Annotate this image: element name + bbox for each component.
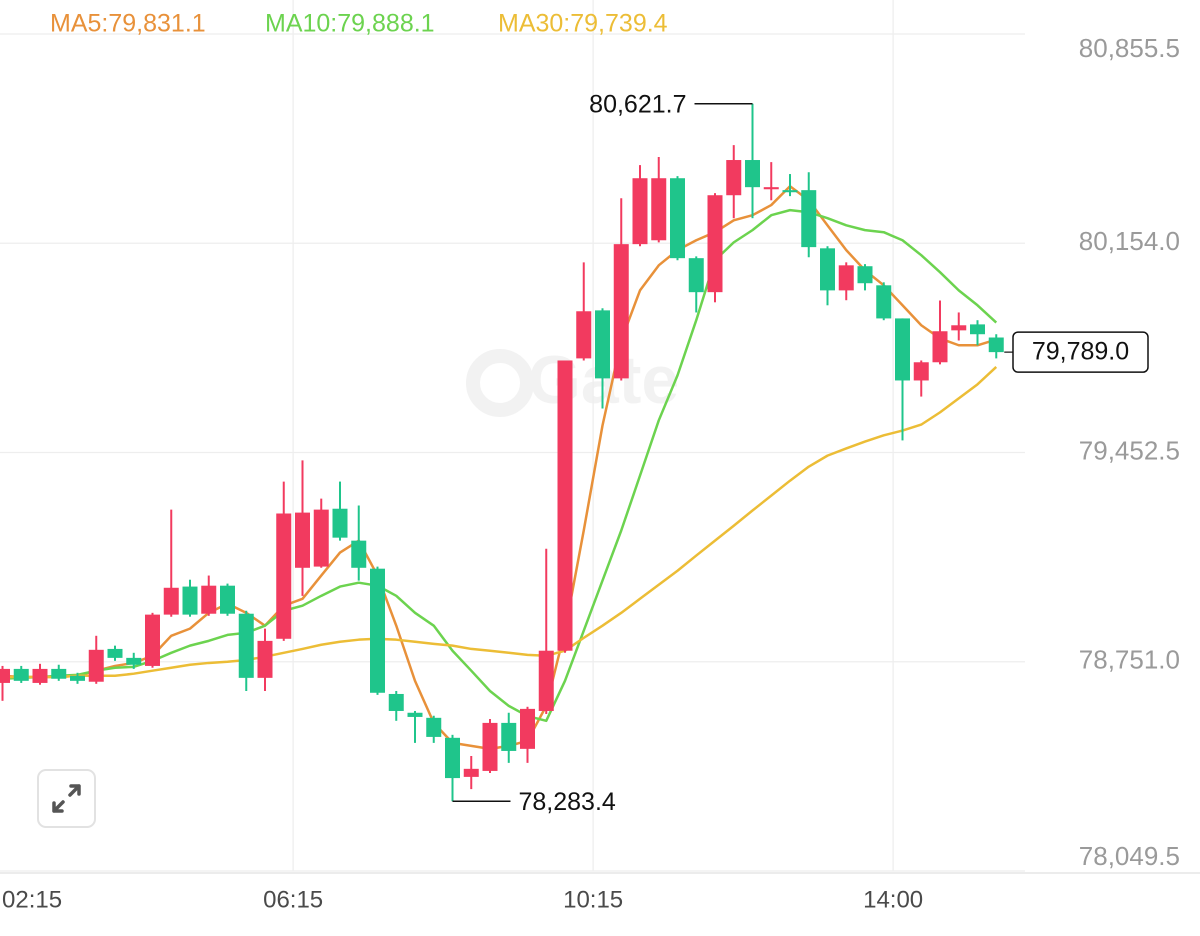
min-label: 78,283.4 xyxy=(519,788,616,816)
candle-body xyxy=(238,613,254,678)
y-tick-label: 78,049.5 xyxy=(1079,841,1180,871)
x-tick-label: 02:15 xyxy=(2,886,62,913)
ma-layer xyxy=(2,185,998,751)
candle-body xyxy=(632,178,648,245)
annotation-layer: MA5:79,831.1 MA10:79,888.1 MA30:79,739.4 80… xyxy=(50,10,1149,816)
candle-body xyxy=(857,266,873,284)
candle-body xyxy=(388,693,404,711)
watermark-logo xyxy=(466,349,534,417)
x-tick-label: 06:15 xyxy=(263,886,323,913)
candle-body xyxy=(145,614,160,666)
candle-body xyxy=(557,360,573,651)
candle-body xyxy=(370,568,385,693)
candle-body xyxy=(126,657,142,665)
legend-entry: MA10:79,888.1 xyxy=(265,10,435,38)
candle-body xyxy=(651,178,667,241)
legend-entry: MA30:79,739.4 xyxy=(498,10,668,38)
watermark: Gate xyxy=(466,342,679,418)
candle-body xyxy=(407,712,423,717)
candle-body xyxy=(32,668,48,683)
candle-body xyxy=(595,310,610,379)
grid-layer: 78,049.5 78,751.0 79,452.5 80,154.0 80,855.5… xyxy=(0,0,1200,913)
candle-body xyxy=(163,587,179,615)
candle-body xyxy=(970,324,985,335)
candle-body xyxy=(838,265,854,291)
y-tick-label: 80,154.0 xyxy=(1079,226,1180,256)
candle-body xyxy=(295,512,310,568)
candle-body xyxy=(51,668,67,679)
y-tick-label: 78,751.0 xyxy=(1079,645,1180,675)
candle-body xyxy=(257,640,273,678)
y-tick-label: 80,855.5 xyxy=(1079,33,1180,63)
legend-entry: MA5:79,831.1 xyxy=(50,10,206,38)
candle-body xyxy=(351,540,367,568)
candle-body xyxy=(0,668,10,683)
candle-body xyxy=(13,668,29,681)
candle-body xyxy=(688,258,704,293)
candle-body xyxy=(763,187,779,190)
candle-body xyxy=(895,318,910,381)
ma-line xyxy=(2,208,998,723)
candle-body xyxy=(576,311,592,359)
candle-body xyxy=(670,178,685,259)
candle-body xyxy=(520,708,535,749)
candle-body xyxy=(876,285,892,319)
candle-body xyxy=(745,160,760,188)
candle-body xyxy=(445,737,460,779)
x-tick-label: 14:00 xyxy=(863,886,923,913)
candle-body xyxy=(70,675,85,681)
last-price-label: 79,789.0 xyxy=(1032,338,1129,366)
candle-body xyxy=(538,650,554,711)
x-tick-label: 10:15 xyxy=(563,886,623,913)
candle-body xyxy=(107,648,123,658)
candle-body xyxy=(988,337,1004,353)
candle-body xyxy=(201,585,217,614)
candle-body xyxy=(220,585,235,614)
fullscreen-box[interactable] xyxy=(37,769,96,828)
candle-body xyxy=(276,513,292,639)
candle-body xyxy=(913,362,929,381)
candle-body xyxy=(501,722,517,751)
ma-line xyxy=(2,366,998,679)
ma-line xyxy=(2,185,997,751)
candle-body xyxy=(613,244,629,379)
candle-body xyxy=(313,509,329,567)
y-tick-label: 79,452.5 xyxy=(1079,435,1180,465)
max-label: 80,621.7 xyxy=(589,90,686,118)
candle-body xyxy=(782,190,798,193)
candle-body xyxy=(482,722,498,771)
candle-body xyxy=(820,248,835,291)
candle-body xyxy=(801,190,817,248)
fullscreen-button[interactable] xyxy=(37,769,96,828)
candle-body xyxy=(726,160,742,196)
candle-body xyxy=(707,195,723,293)
candle-body xyxy=(951,325,967,331)
candle-body xyxy=(932,331,948,363)
candle-body xyxy=(332,508,348,538)
last-price-box xyxy=(1012,331,1149,373)
candle-body xyxy=(463,768,479,777)
candle-layer xyxy=(0,103,1004,802)
candle-body xyxy=(88,649,104,682)
fullscreen-icon[interactable] xyxy=(52,784,81,813)
candle-body xyxy=(426,717,442,737)
candle-body xyxy=(182,586,198,615)
